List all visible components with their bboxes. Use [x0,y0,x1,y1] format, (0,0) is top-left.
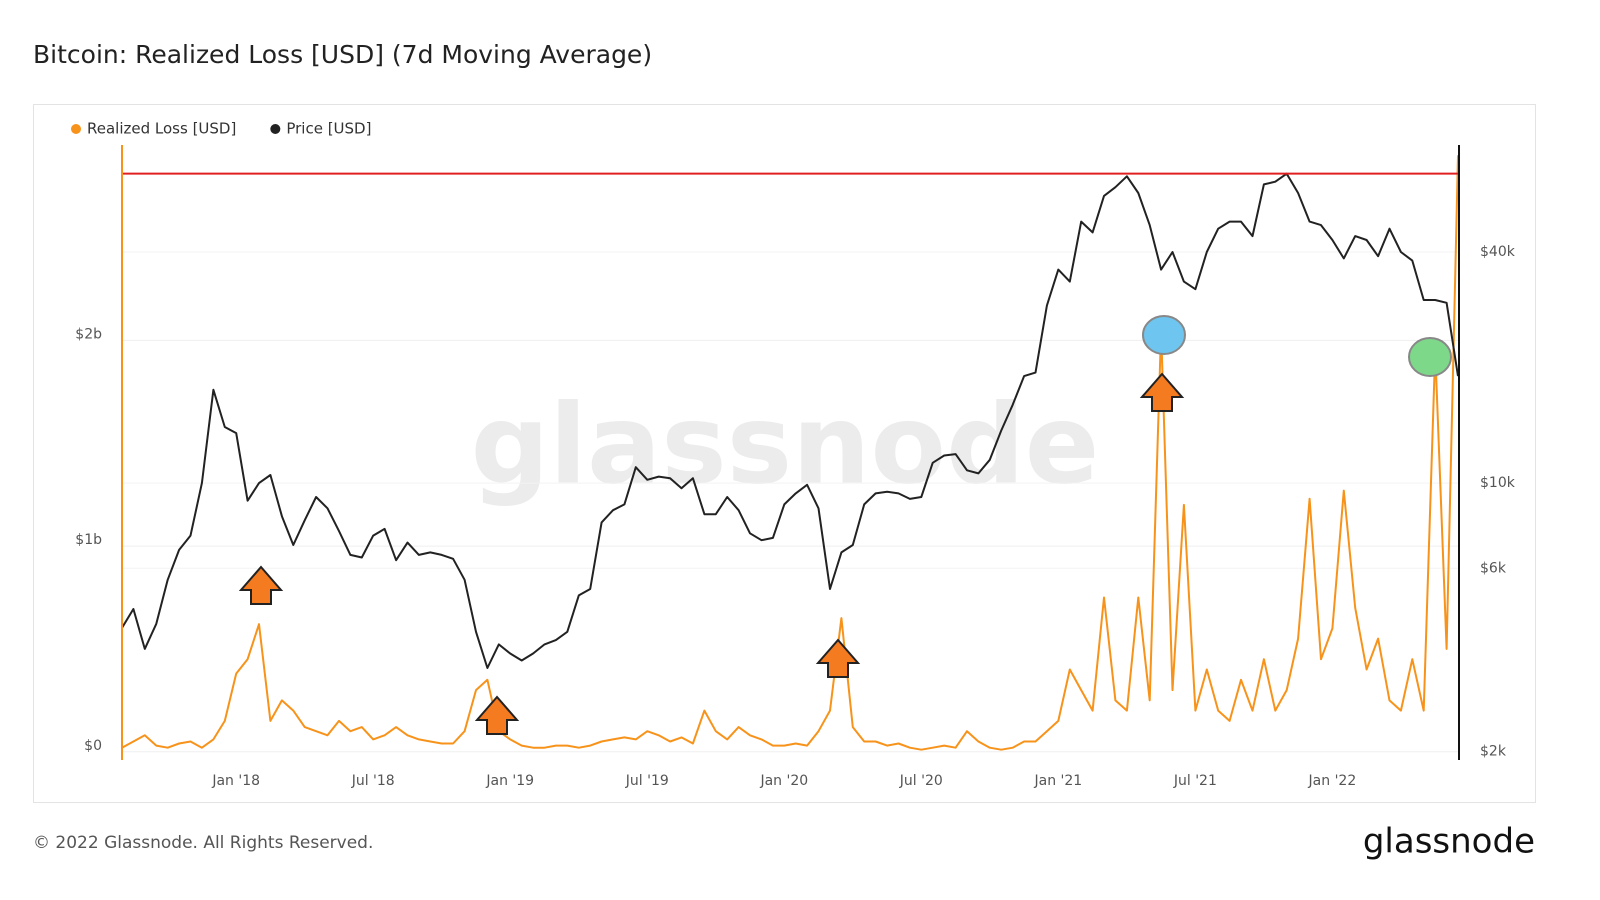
y2-tick-label: $2k [1480,743,1507,759]
legend-label: Price [USD] [286,120,371,138]
highlight-circle [1408,337,1452,377]
logo: glassnode [1363,822,1535,862]
legend-marker [270,124,281,134]
x-tick-label: Jan '20 [759,773,808,789]
chart-frame [33,104,1536,803]
x-tick-label: Jan '22 [1308,773,1357,789]
x-tick-label: Jul '18 [351,773,395,789]
x-tick-label: Jul '19 [625,773,669,789]
series-line [121,155,1459,751]
x-tick-label: Jan '19 [485,773,534,789]
chart-title: Bitcoin: Realized Loss [USD] (7d Moving … [33,40,652,69]
y-tick-label: $2b [75,326,102,342]
legend-label: Realized Loss [USD] [87,120,236,138]
annotations [238,315,1452,735]
y2-tick-label: $10k [1480,475,1516,491]
arrow [238,565,284,605]
footer: © 2022 Glassnode. All Rights Reserved. [33,833,373,853]
x-tick-label: Jan '21 [1033,773,1082,789]
y2-tick-label: $40k [1480,244,1516,260]
y-tick-label: $0 [84,738,102,754]
y2-tick-label: $6k [1480,560,1507,576]
x-tick-label: Jul '21 [1173,773,1217,789]
x-tick-label: Jan '18 [211,773,260,789]
y-tick-label: $1b [75,532,102,548]
highlight-circle [1142,315,1186,355]
arrow [815,638,861,678]
legend-marker [71,124,81,134]
x-tick-label: Jul '20 [899,773,943,789]
watermark: glassnode [471,380,1100,508]
arrow [474,695,520,735]
series-line [121,172,1459,669]
arrow [1139,372,1185,412]
